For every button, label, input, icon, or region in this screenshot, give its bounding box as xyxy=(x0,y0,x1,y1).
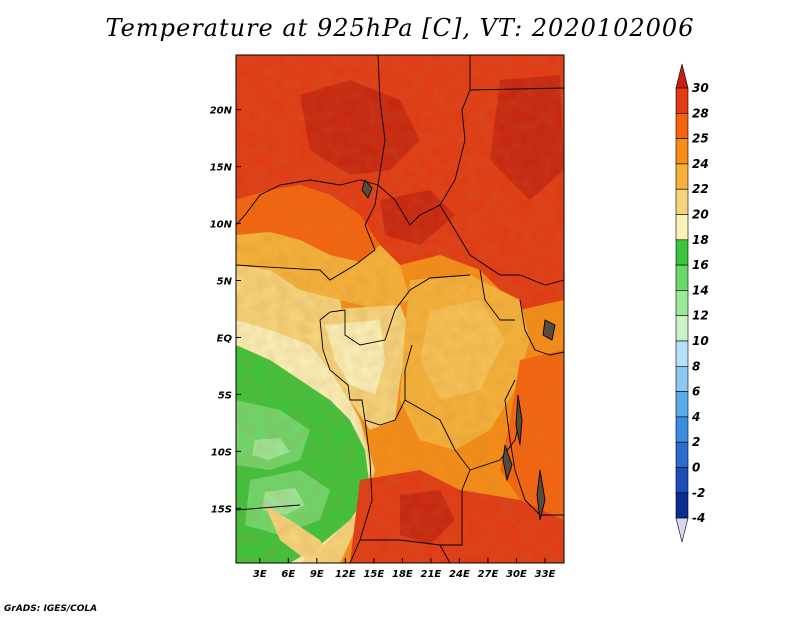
colorbar-label: 25 xyxy=(692,132,709,146)
colorbar-label: 14 xyxy=(692,283,709,297)
lon-tick-label: 30E xyxy=(506,569,527,580)
colorbar-swatch xyxy=(675,214,689,241)
lon-tick-label: 15E xyxy=(363,569,384,580)
lon-tick-label: 27E xyxy=(478,569,499,580)
lon-tick-label: 9E xyxy=(310,569,324,580)
colorbar-label: 0 xyxy=(692,461,700,475)
colorbar-label: 28 xyxy=(692,106,709,120)
colorbar-swatch xyxy=(675,264,689,291)
colorbar-label: 24 xyxy=(692,157,709,171)
colorbar-swatch xyxy=(675,467,689,494)
lat-tick-label: 20N xyxy=(210,106,233,117)
colorbar-label: 22 xyxy=(692,182,709,196)
colorbar-swatch xyxy=(675,391,689,418)
colorbar-swatch xyxy=(675,290,689,316)
colorbar-swatch xyxy=(675,113,689,139)
colorbar-label: 30 xyxy=(692,81,709,95)
lat-tick-label: 5N xyxy=(217,277,233,288)
colorbar-label: 8 xyxy=(692,359,700,373)
map-frame xyxy=(235,54,565,564)
colorbar-label: 12 xyxy=(692,309,709,323)
colorbar-swatch xyxy=(675,492,689,519)
lon-tick-label: 12E xyxy=(335,569,356,580)
temperature-field xyxy=(236,55,564,563)
colorbar-label: 4 xyxy=(691,410,700,424)
colorbar-swatch xyxy=(675,87,689,114)
colorbar-swatch xyxy=(675,188,689,215)
colorbar-swatch xyxy=(675,163,689,190)
lat-tick-label: 15S xyxy=(211,504,232,515)
lat-axis: 20N 15N 10N 5N EQ 5S 10S 15S xyxy=(210,106,241,515)
colorbar-bottom-arrow xyxy=(675,517,689,543)
colorbar-swatch xyxy=(675,138,689,165)
colorbar-label: -2 xyxy=(692,486,705,500)
lat-tick-label: 15N xyxy=(210,163,233,174)
colorbar-swatch xyxy=(675,315,689,342)
lon-tick-label: 24E xyxy=(449,569,470,580)
colorbar-label: 18 xyxy=(692,233,709,247)
colorbar-label: 10 xyxy=(692,334,709,348)
lat-tick-label: 5S xyxy=(218,390,232,401)
colorbar-label: 2 xyxy=(692,435,700,449)
lon-tick-label: 21E xyxy=(421,569,442,580)
credit-text: GrADS: IGES/COLA xyxy=(4,604,98,614)
page-title: Temperature at 925hPa [C], VT: 202010200… xyxy=(105,14,695,42)
lat-tick-label: EQ xyxy=(217,333,233,344)
lon-tick-label: 18E xyxy=(392,569,413,580)
colorbar-label: 6 xyxy=(692,385,700,399)
lon-tick-label: 6E xyxy=(281,569,295,580)
lon-axis: 3E 6E 9E 12E 15E 18E 21E 24E 27E 30E 33E xyxy=(253,558,556,580)
country-borders xyxy=(236,55,564,563)
colorbar-label: 16 xyxy=(692,258,709,272)
field-texture xyxy=(236,55,564,563)
lon-tick-label: 3E xyxy=(253,569,267,580)
lat-tick-label: 10N xyxy=(210,220,233,231)
colorbar-label: -4 xyxy=(692,511,705,525)
colorbar-swatch xyxy=(675,340,689,367)
colorbar-swatch xyxy=(675,441,689,468)
lon-tick-label: 33E xyxy=(535,569,556,580)
lat-tick-label: 10S xyxy=(211,447,232,458)
colorbar-swatch xyxy=(675,365,689,392)
colorbar-swatch xyxy=(675,416,689,443)
colorbar-swatch xyxy=(675,239,689,266)
colorbar-top-arrow xyxy=(675,63,689,89)
colorbar-label: 20 xyxy=(692,208,709,222)
